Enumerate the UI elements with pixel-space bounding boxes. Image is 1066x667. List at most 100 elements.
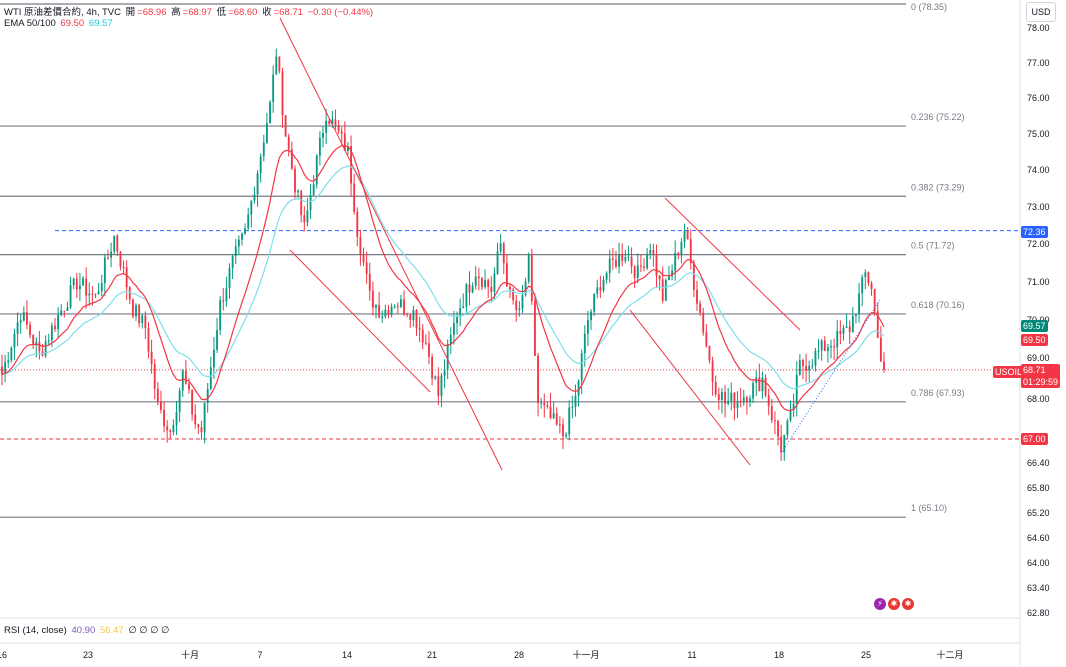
candle-body <box>178 390 181 413</box>
candle-body <box>200 427 203 433</box>
price-tick-label: 62.80 <box>1027 608 1050 618</box>
candle-body <box>481 278 483 288</box>
candle-body <box>368 273 371 291</box>
candle-body <box>583 333 586 354</box>
time-tick-label: 25 <box>861 650 871 660</box>
candle-body <box>7 360 10 363</box>
price-tick-label: 69.00 <box>1027 353 1050 363</box>
event-icons[interactable]: ⚡ ✱ ✱ <box>874 598 914 610</box>
candle-body <box>721 391 723 400</box>
fib-label: 0.5 (71.72) <box>911 241 955 251</box>
candle-body <box>216 330 218 350</box>
candle-body <box>668 276 670 280</box>
candle-body <box>103 257 106 284</box>
time-tick-label: 16 <box>0 650 7 660</box>
candle-body <box>256 173 259 195</box>
symbol-title: WTI 原油差價合約, 4h, TVC <box>4 7 122 18</box>
candle-body <box>281 71 284 116</box>
candle-body <box>141 315 144 324</box>
candle-body <box>792 404 795 411</box>
candle-body <box>356 211 359 237</box>
candle-body <box>1 366 3 375</box>
close-value: =68.71 <box>273 7 303 18</box>
candle-body <box>487 280 490 287</box>
candle-body <box>558 424 561 426</box>
candle-body <box>4 362 7 375</box>
rsi-extra: ∅ ∅ ∅ ∅ <box>128 625 170 636</box>
candle-body <box>297 190 300 193</box>
candle-body <box>153 364 156 389</box>
change-value: −0.30 (−0.44%) <box>307 7 374 18</box>
candle-body <box>303 215 306 223</box>
trend-channel-line <box>664 197 801 331</box>
candle-body <box>674 252 677 271</box>
rsi-ma-value: 56.47 <box>99 625 124 636</box>
candle-body <box>736 400 739 408</box>
candle-body <box>468 284 471 293</box>
rsi-legend[interactable]: RSI (14, close) 40.90 56.47 ∅ ∅ ∅ ∅ <box>4 625 171 636</box>
candle-body <box>175 412 178 426</box>
price-tick-label: 71.00 <box>1027 277 1050 287</box>
candle-body <box>836 331 839 348</box>
candle-body <box>381 316 384 318</box>
candle-body <box>808 365 811 371</box>
candle-body <box>387 309 390 315</box>
candle-body <box>446 344 449 370</box>
fib-label: 0 (78.35) <box>911 2 947 12</box>
trend-channel-line <box>289 249 431 393</box>
candle-body <box>770 406 773 421</box>
candle-body <box>206 389 209 403</box>
fib-label: 0.618 (70.16) <box>911 300 965 310</box>
trend-channel-line <box>629 309 751 466</box>
time-tick-label: 十一月 <box>572 649 599 660</box>
candle-body <box>549 406 552 419</box>
candle-body <box>599 287 602 291</box>
candle-body <box>798 359 801 375</box>
lightning-icon[interactable]: ⚡ <box>874 598 886 610</box>
candle-body <box>359 236 362 256</box>
candle-body <box>440 375 443 396</box>
candle-body <box>160 401 162 410</box>
candle-body <box>605 273 608 280</box>
candle-body <box>649 250 652 254</box>
candle-body <box>590 311 592 320</box>
candle-body <box>69 285 72 308</box>
us-flag-icon[interactable]: ✱ <box>888 598 900 610</box>
candle-body <box>745 397 748 403</box>
open-value: =68.96 <box>137 7 167 18</box>
fib-label: 1 (65.10) <box>911 503 947 513</box>
time-tick-label: 7 <box>257 650 262 660</box>
candle-body <box>527 254 530 282</box>
candle-body <box>677 252 680 256</box>
candle-body <box>621 253 624 261</box>
candle-body <box>22 312 25 321</box>
candle-body <box>839 331 842 334</box>
candle-body <box>378 304 381 318</box>
candle-body <box>247 214 250 229</box>
candle-body <box>537 355 539 404</box>
high-label: 高 <box>171 7 181 18</box>
candle-body <box>315 155 318 185</box>
candle-body <box>496 251 499 274</box>
candle-body <box>393 306 396 308</box>
candle-body <box>493 273 496 292</box>
candle-body <box>742 397 745 403</box>
ema-legend[interactable]: EMA 50/100 69.50 69.57 <box>4 18 115 29</box>
candle-body <box>88 293 91 296</box>
candle-body <box>437 376 440 396</box>
candle-body <box>421 329 424 343</box>
candle-body <box>724 391 726 404</box>
candle-body <box>334 119 337 126</box>
candle-body <box>262 142 265 157</box>
candle-body <box>362 255 365 263</box>
price-tick-label: 76.00 <box>1027 93 1050 103</box>
us-flag-icon-2[interactable]: ✱ <box>902 598 914 610</box>
candle-body <box>717 394 720 400</box>
candle-body <box>375 304 377 308</box>
open-label: 開 <box>125 7 136 18</box>
candle-body <box>474 276 477 286</box>
candle-body <box>643 266 645 269</box>
candle-body <box>680 241 683 256</box>
currency-button[interactable]: USD <box>1026 2 1056 22</box>
